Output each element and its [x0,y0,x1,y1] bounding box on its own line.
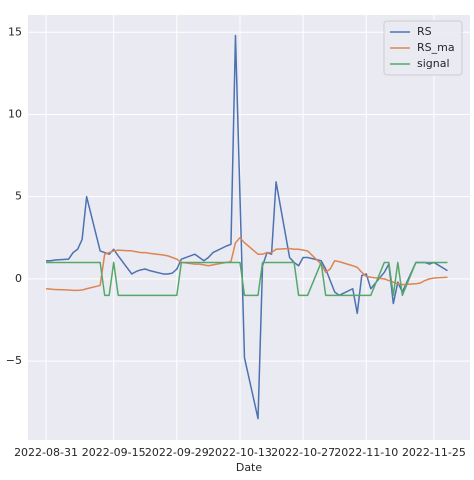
legend-label: RS [417,25,432,38]
x-tick-label: 2022-11-25 [402,446,466,459]
y-tick-label: 15 [8,25,22,38]
legend-label: RS_ma [417,41,455,54]
plot-area [28,15,470,440]
y-tick-label: 0 [15,272,22,285]
line [46,261,448,297]
x-tick-label: 2022-11-10 [334,446,398,459]
x-tick-label: 2022-08-31 [14,446,78,459]
legend-box [383,20,463,76]
y-tick-label: 10 [8,107,22,120]
legend-label: signal [417,57,450,70]
y-tick-label: −5 [6,354,22,367]
x-axis-label: Date [236,461,263,474]
y-tick-label: 5 [15,190,22,203]
x-tick-label: 2022-10-13 [208,446,272,459]
x-tick-label: 2022-09-15 [82,446,146,459]
x-tick-label: 2022-10-27 [271,446,335,459]
x-tick-label: 2022-09-29 [145,446,209,459]
